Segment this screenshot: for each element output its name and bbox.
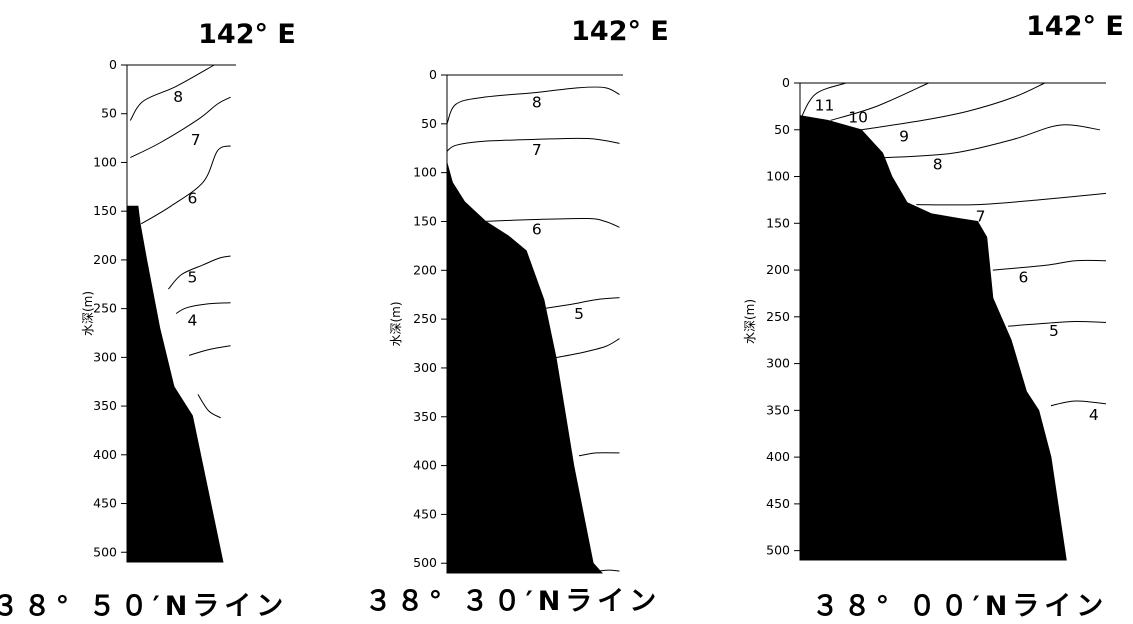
y-tick-label: 100 xyxy=(93,154,117,169)
latitude-line-name: ３８° ５０′Nライン xyxy=(0,591,288,622)
y-tick-label: 150 xyxy=(93,203,117,218)
contour-line-7 xyxy=(130,96,231,159)
contour-label: 8 xyxy=(173,88,183,106)
y-tick-label: 350 xyxy=(93,398,117,413)
y-tick-label: 350 xyxy=(766,402,790,417)
contour-label: 5 xyxy=(574,305,584,323)
contour-line-4 xyxy=(1050,400,1107,407)
y-tick-label: 450 xyxy=(413,506,437,521)
y-tick-label: 0 xyxy=(782,75,790,90)
y-tick-label: 150 xyxy=(413,213,437,228)
seabed-profile xyxy=(446,162,604,574)
contour-label: 10 xyxy=(848,109,868,127)
contour-line-8 xyxy=(129,64,215,121)
y-tick-label: 200 xyxy=(413,262,437,277)
y-axis-label: 水深(m) xyxy=(81,291,95,336)
contour-line-8 xyxy=(446,86,620,125)
contour-line-unlabeled-5 xyxy=(578,452,620,457)
y-tick-label: 400 xyxy=(766,449,790,464)
contour-line-6 xyxy=(992,259,1107,271)
panel-38-30n: 8765050100150200250300350400450500水深(m)1… xyxy=(365,16,669,617)
seabed-profile xyxy=(799,115,1067,561)
latitude-line-name: ３８° ００′Nライン xyxy=(812,591,1109,622)
y-tick-label: 100 xyxy=(413,165,437,180)
y-tick-label: 250 xyxy=(766,309,790,324)
y-tick-label: 300 xyxy=(413,360,437,375)
contour-line-unlabeled-6 xyxy=(197,394,221,419)
longitude-title: 142° E xyxy=(1026,11,1124,42)
longitude-title: 142° E xyxy=(571,16,669,47)
contour-label: 8 xyxy=(933,155,943,173)
contour-label: 8 xyxy=(532,93,542,111)
y-tick-label: 200 xyxy=(93,252,117,267)
y-tick-label: 50 xyxy=(421,116,437,131)
contour-line-unlabeled-5 xyxy=(188,345,231,356)
y-tick-label: 0 xyxy=(429,67,437,82)
contour-label: 6 xyxy=(1018,269,1028,287)
contour-label: 7 xyxy=(532,141,542,159)
contour-line-9 xyxy=(861,82,1046,131)
contour-label: 6 xyxy=(187,190,197,208)
y-tick-label: 450 xyxy=(93,496,117,511)
y-tick-label: 500 xyxy=(93,544,117,559)
y-tick-label: 200 xyxy=(766,262,790,277)
y-tick-label: 450 xyxy=(766,496,790,511)
y-tick-label: 50 xyxy=(101,106,117,121)
contour-label: 4 xyxy=(187,311,197,329)
contour-line-8 xyxy=(882,124,1100,159)
contour-line-5 xyxy=(1008,320,1107,327)
contour-line-5 xyxy=(538,297,620,310)
y-tick-label: 250 xyxy=(413,311,437,326)
y-tick-label: 250 xyxy=(93,301,117,316)
y-tick-label: 150 xyxy=(766,215,790,230)
y-tick-label: 100 xyxy=(766,169,790,184)
contour-label: 4 xyxy=(1089,406,1099,424)
contour-label: 7 xyxy=(191,131,201,149)
contour-label: 7 xyxy=(976,208,986,226)
y-tick-label: 500 xyxy=(413,555,437,570)
y-tick-label: 300 xyxy=(93,349,117,364)
y-axis-label: 水深(m) xyxy=(389,301,403,346)
y-tick-label: 500 xyxy=(766,543,790,558)
contour-label: 6 xyxy=(532,220,542,238)
y-tick-label: 400 xyxy=(413,458,437,473)
contour-line-11 xyxy=(799,82,847,121)
contour-line-4 xyxy=(175,302,231,314)
contour-line-10 xyxy=(830,82,929,121)
panel-38-50n: 8 7 6 5 4 0 50 100 150 200 250 300 350 400 450 500 水深(m)… xyxy=(0,19,296,622)
contour-line-5 xyxy=(168,255,231,290)
contour-label: 5 xyxy=(1049,322,1059,340)
latitude-line-name: ３８° ３０′Nライン xyxy=(365,586,662,617)
contour-line-7 xyxy=(916,192,1107,206)
contour-label: 5 xyxy=(187,268,197,286)
contour-line-7 xyxy=(446,137,620,152)
y-tick-label: 50 xyxy=(774,122,790,137)
y-tick-label: 400 xyxy=(93,447,117,462)
contour-line-unlabeled-6 xyxy=(598,569,620,572)
contour-label: 11 xyxy=(815,96,835,114)
contour-line-6 xyxy=(140,145,231,225)
contour-line-unlabeled-4 xyxy=(552,338,620,359)
longitude-title: 142° E xyxy=(198,19,296,50)
y-tick-label: 350 xyxy=(413,409,437,424)
y-tick-label: 300 xyxy=(766,356,790,371)
contour-label: 9 xyxy=(899,127,909,145)
panel-38-00n: 11 10 9 8 7 6 5 4 0 50 100 150 200 250 300 350 400 450 500… xyxy=(743,11,1124,622)
seabed-profile xyxy=(126,205,224,563)
y-axis-label: 水深(m) xyxy=(743,299,757,344)
contour-line-6 xyxy=(482,217,620,228)
y-tick-label: 0 xyxy=(109,57,117,72)
